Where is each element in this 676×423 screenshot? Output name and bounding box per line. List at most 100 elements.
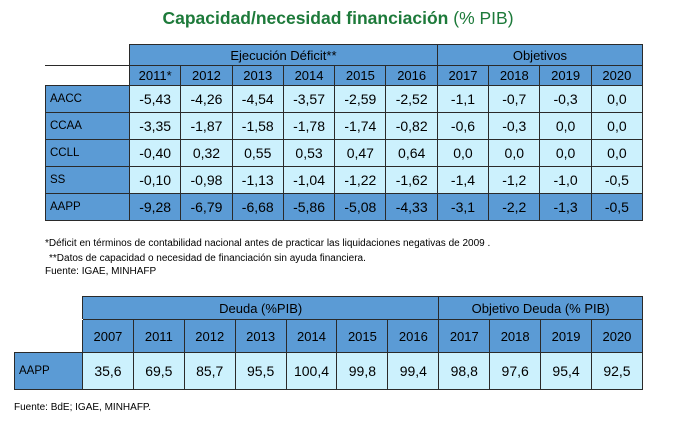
value-cell: -1,62 [385, 166, 438, 194]
table-row: AAPP 35,6 69,5 85,7 95,5 100,4 99,8 99,4… [14, 352, 643, 390]
value-cell: 35,6 [82, 352, 134, 390]
year-header: 2014 [285, 319, 338, 353]
row-label: SS [45, 166, 130, 194]
value-cell: -0,5 [590, 166, 644, 194]
value-cell: -0,82 [385, 112, 438, 140]
corner-cell [14, 319, 83, 353]
value-cell: 0,0 [488, 139, 541, 167]
value-cell: -1,22 [334, 166, 387, 194]
value-cell: 98,8 [438, 352, 491, 390]
value-cell: 0,0 [590, 112, 644, 140]
row-label: AAPP [14, 352, 83, 390]
value-cell: -2,2 [488, 193, 541, 221]
year-header: 2012 [183, 319, 236, 353]
value-cell: -5,86 [282, 193, 336, 221]
value-cell: -1,87 [180, 112, 233, 140]
row-label: AACC [45, 85, 130, 113]
value-cell: -3,57 [282, 85, 336, 113]
corner-cell [14, 296, 83, 320]
title-unit: (% PIB) [453, 8, 514, 28]
value-cell: -0,10 [128, 166, 182, 194]
corner-cell [45, 44, 130, 66]
value-cell: -1,78 [282, 112, 336, 140]
table-row: SS -0,10 -0,98 -1,13 -1,04 -1,22 -1,62 -… [45, 166, 644, 194]
debt-table: Deuda (%PIB) Objetivo Deuda (% PIB) 2007… [14, 296, 643, 390]
value-cell: -1,3 [539, 193, 592, 221]
group-header-execution: Ejecución Déficit** [129, 44, 438, 66]
value-cell: -2,52 [385, 85, 438, 113]
row-label: CCAA [45, 112, 130, 140]
group-header-debt-objective: Objetivo Deuda (% PIB) [438, 296, 643, 320]
source-note-2: Fuente: BdE; IGAE, MINHAFP. [14, 402, 152, 413]
year-header: 2017 [436, 65, 490, 86]
group-header-objectives: Objetivos [436, 44, 644, 66]
value-cell: 0,32 [180, 139, 233, 167]
value-cell: -1,58 [231, 112, 284, 140]
value-cell: -5,08 [334, 193, 387, 221]
value-cell: 0,55 [231, 139, 284, 167]
value-cell: -9,28 [128, 193, 182, 221]
year-header: 2016 [387, 319, 440, 353]
value-cell: -1,74 [334, 112, 387, 140]
row-label: AAPP [45, 193, 130, 221]
value-cell: -1,1 [436, 85, 490, 113]
value-cell: -0,5 [590, 193, 644, 221]
value-cell: -4,33 [385, 193, 438, 221]
value-cell: -1,0 [539, 166, 592, 194]
value-cell: 0,0 [590, 139, 644, 167]
year-header: 2020 [590, 65, 644, 86]
value-cell: 0,0 [539, 139, 592, 167]
value-cell: -4,26 [180, 85, 233, 113]
table-row: CCAA -3,35 -1,87 -1,58 -1,78 -1,74 -0,82… [45, 112, 644, 140]
value-cell: 95,5 [234, 352, 287, 390]
value-cell: -0,6 [436, 112, 490, 140]
value-cell: 0,0 [590, 85, 644, 113]
value-cell: -0,7 [488, 85, 541, 113]
year-header: 2018 [489, 319, 542, 353]
year-header: 2018 [488, 65, 541, 86]
year-header: 2020 [591, 319, 643, 353]
value-cell: -1,4 [436, 166, 490, 194]
footnote-1: *Déficit en términos de contabilidad nac… [45, 238, 491, 249]
row-label: CCLL [45, 139, 130, 167]
year-header: 2013 [231, 65, 284, 86]
year-header: 2016 [385, 65, 438, 86]
value-cell: -1,13 [231, 166, 284, 194]
value-cell: -1,04 [282, 166, 336, 194]
value-cell: 97,6 [489, 352, 542, 390]
value-cell: -0,98 [180, 166, 233, 194]
value-cell: -0,3 [488, 112, 541, 140]
value-cell: 85,7 [183, 352, 236, 390]
year-header: 2014 [282, 65, 336, 86]
year-header: 2011 [132, 319, 185, 353]
value-cell: -0,40 [128, 139, 182, 167]
year-header: 2013 [234, 319, 287, 353]
value-cell: -3,35 [128, 112, 182, 140]
group-header-debt: Deuda (%PIB) [81, 296, 440, 320]
table-row: AACC -5,43 -4,26 -4,54 -3,57 -2,59 -2,52… [45, 85, 644, 113]
value-cell: 99,4 [387, 352, 440, 390]
value-cell: -4,54 [231, 85, 284, 113]
value-cell: -6,79 [180, 193, 233, 221]
footnote-2: **Datos de capacidad o necesidad de fina… [49, 253, 366, 264]
value-cell: 100,4 [285, 352, 338, 390]
title-text: Capacidad/necesidad financiación [162, 8, 449, 28]
value-cell: -3,1 [436, 193, 490, 221]
value-cell: 69,5 [132, 352, 185, 390]
table-row: AAPP -9,28 -6,79 -6,68 -5,86 -5,08 -4,33… [45, 193, 644, 221]
value-cell: -1,2 [488, 166, 541, 194]
value-cell: 0,53 [282, 139, 336, 167]
page-title: Capacidad/necesidad financiación (% PIB) [0, 8, 676, 29]
value-cell: 0,0 [539, 112, 592, 140]
value-cell: 0,0 [436, 139, 490, 167]
year-header: 2017 [438, 319, 491, 353]
value-cell: 99,8 [336, 352, 389, 390]
value-cell: -2,59 [334, 85, 387, 113]
deficit-table: Ejecución Déficit** Objetivos 2011* 2012… [45, 44, 644, 221]
value-cell: -0,3 [539, 85, 592, 113]
value-cell: 95,4 [540, 352, 592, 390]
source-note-1: Fuente: IGAE, MINHAFP [45, 266, 157, 277]
value-cell: 0,64 [385, 139, 438, 167]
table-row: CCLL -0,40 0,32 0,55 0,53 0,47 0,64 0,0 … [45, 139, 644, 167]
value-cell: -5,43 [128, 85, 182, 113]
